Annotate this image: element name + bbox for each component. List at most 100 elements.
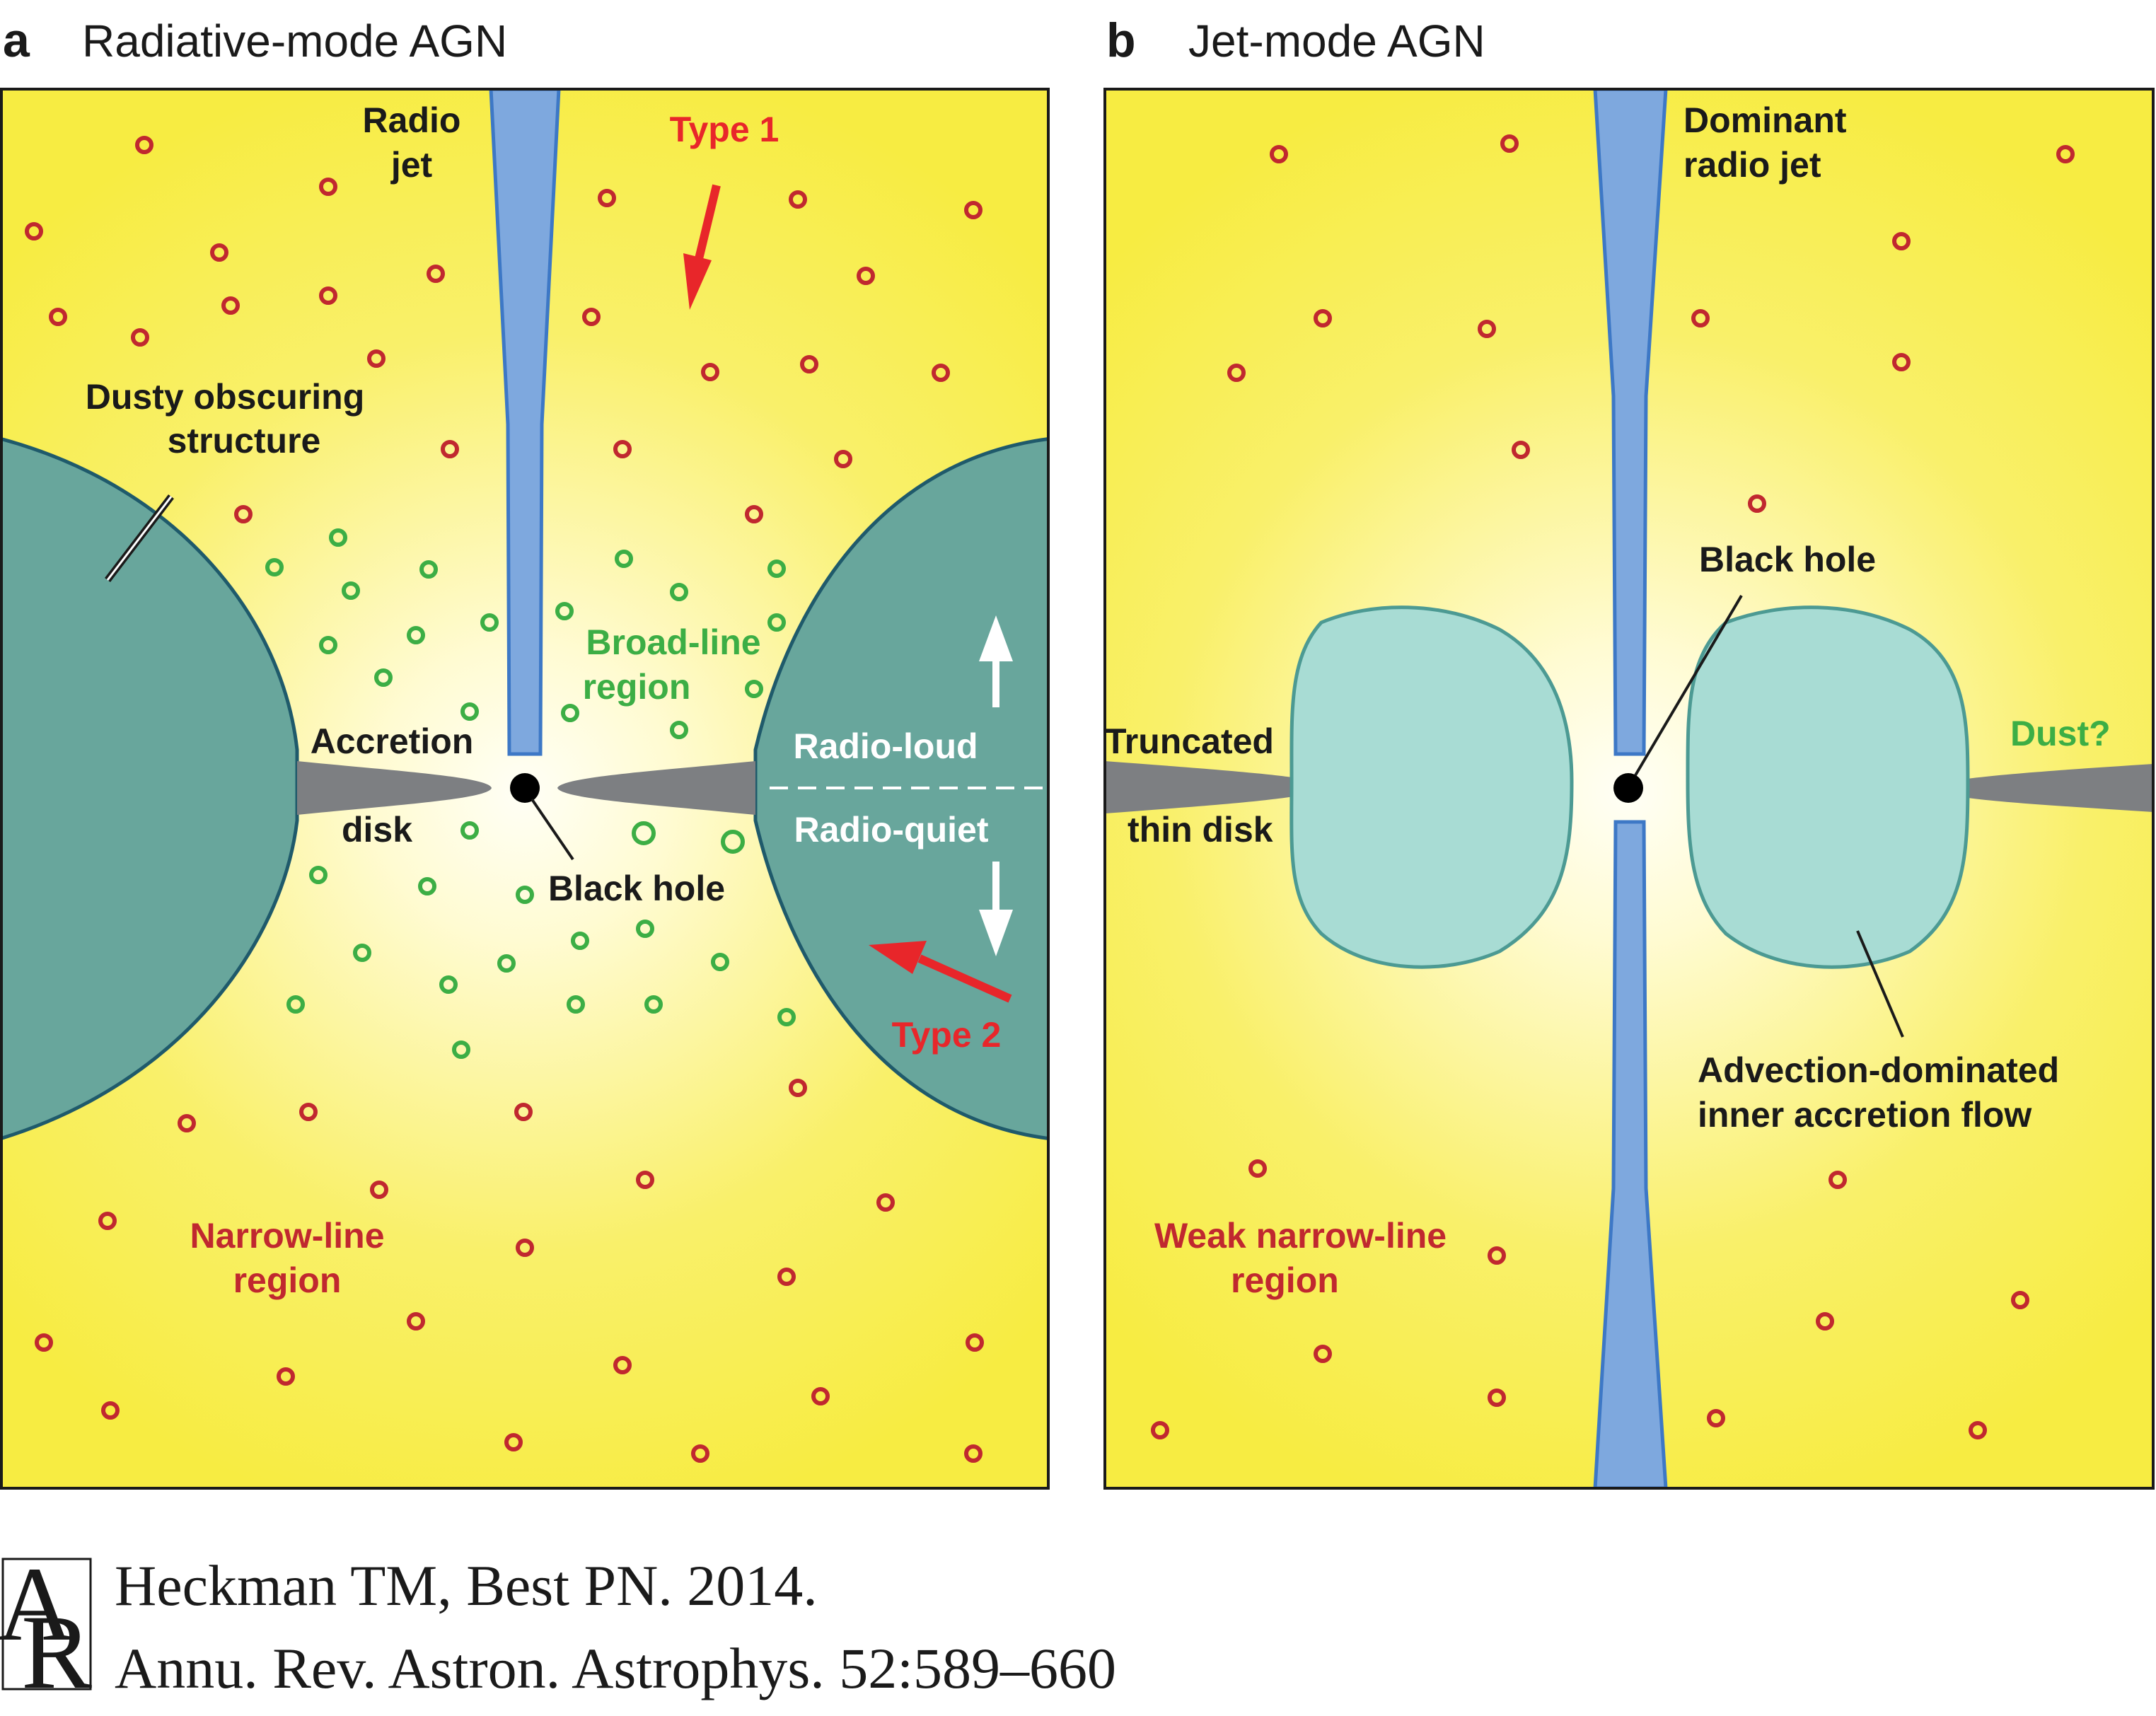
label-radio-jet-2: jet — [390, 145, 433, 185]
broad-line-cloud — [286, 995, 305, 1014]
black-hole-a — [510, 773, 540, 803]
black-hole-leader-a — [531, 798, 574, 861]
broad-line-cloud — [374, 668, 393, 687]
narrow-line-cloud — [441, 440, 459, 458]
narrow-line-cloud — [1314, 309, 1332, 327]
narrow-line-cloud — [367, 349, 386, 368]
broad-line-cloud — [767, 613, 786, 632]
broad-line-cloud — [670, 721, 688, 739]
weak-narrow-line-clouds — [1151, 134, 2075, 1439]
broad-line-cloud — [615, 550, 633, 568]
adaf-right — [1686, 605, 1970, 969]
label-disk: disk — [342, 810, 412, 850]
narrow-line-cloud — [598, 189, 616, 207]
radio-loud-arrow — [979, 615, 1013, 707]
narrow-line-cloud — [319, 178, 337, 196]
narrow-line-cloud — [636, 1171, 654, 1189]
label-truncated-2: thin disk — [1128, 810, 1273, 850]
narrow-line-cloud — [319, 286, 337, 305]
broad-line-cloud — [452, 1040, 470, 1059]
narrow-line-cloud — [789, 190, 807, 209]
label-type2: Type 2 — [892, 1015, 1002, 1055]
narrow-line-cloud — [504, 1433, 523, 1451]
narrow-line-cloud — [370, 1181, 388, 1199]
broad-line-cloud — [418, 877, 436, 895]
label-type1: Type 1 — [670, 110, 779, 149]
type1-arrow — [683, 184, 721, 310]
broad-line-cloud — [670, 583, 688, 601]
broad-line-cloud — [567, 995, 585, 1014]
narrow-line-cloud — [178, 1114, 196, 1132]
broad-line-cloud — [644, 995, 663, 1014]
narrow-line-cloud — [701, 363, 719, 381]
label-truncated-1: Truncated — [1105, 721, 1274, 761]
narrow-line-cloud — [299, 1103, 318, 1121]
logo-letter-a: A — [0, 1546, 74, 1663]
label-weak-nlr-1: Weak narrow-line — [1154, 1216, 1447, 1256]
narrow-line-cloud — [1512, 441, 1530, 459]
broad-line-cloud — [777, 1008, 796, 1026]
dusty-structure-right — [753, 437, 1048, 1140]
narrow-line-cloud — [2011, 1291, 2029, 1309]
narrow-line-cloud — [745, 505, 763, 523]
narrow-line-cloud — [1270, 145, 1288, 163]
narrow-line-cloud — [2056, 145, 2075, 163]
narrow-line-cloud — [613, 1356, 632, 1374]
narrow-line-cloud — [966, 1333, 984, 1352]
label-jet-2: radio jet — [1683, 145, 1821, 185]
narrow-line-cloud — [1748, 494, 1766, 513]
broad-line-cloud — [329, 528, 347, 547]
broad-line-cloud — [767, 560, 786, 578]
broad-line-cloud — [497, 954, 516, 973]
citation-line-2: Annu. Rev. Astron. Astrophys. 52:589–660 — [115, 1636, 1117, 1700]
narrow-line-cloud — [221, 296, 240, 315]
label-radio-loud: Radio-loud — [793, 726, 978, 766]
narrow-line-cloud — [1314, 1345, 1332, 1363]
broad-line-cloud — [419, 560, 438, 579]
label-nlr-2: region — [233, 1260, 342, 1300]
narrow-line-cloud — [811, 1387, 830, 1405]
narrow-line-cloud — [1151, 1421, 1169, 1439]
narrow-line-cloud — [101, 1401, 120, 1420]
broad-line-cloud — [265, 558, 284, 576]
broad-line-cloud — [439, 975, 458, 994]
dusty-leader-line — [105, 494, 174, 583]
narrow-line-cloud — [1828, 1171, 1847, 1189]
broad-line-cloud — [711, 953, 729, 971]
logo-letter-r: R — [21, 1594, 92, 1711]
narrow-line-clouds — [25, 136, 984, 1463]
narrow-line-cloud — [234, 505, 253, 523]
narrow-line-cloud — [691, 1444, 709, 1463]
narrow-line-cloud — [1969, 1421, 1987, 1439]
narrow-line-cloud — [582, 308, 601, 326]
panel-b: b Jet-mode AGN Dominant radio je — [1103, 13, 2155, 1490]
narrow-line-cloud — [514, 1103, 533, 1121]
broad-line-cloud — [745, 680, 763, 698]
radio-jet — [489, 89, 561, 756]
panel-a: a Radiative-mode AGN — [0, 13, 1050, 1490]
broad-line-cloud — [460, 821, 479, 840]
narrow-line-cloud — [35, 1333, 53, 1352]
narrow-line-cloud — [407, 1312, 425, 1331]
broad-line-cloud — [632, 821, 656, 845]
broad-line-cloud — [342, 581, 360, 600]
radio-quiet-arrow — [979, 862, 1013, 956]
narrow-line-cloud — [1816, 1312, 1834, 1331]
narrow-line-cloud — [1500, 134, 1519, 153]
panel-b-title: Jet-mode AGN — [1188, 16, 1485, 66]
dominant-jet-upper — [1593, 89, 1668, 756]
label-adaf-1: Advection-dominated — [1698, 1050, 2059, 1090]
narrow-line-cloud — [210, 243, 228, 262]
black-hole-b — [1613, 773, 1643, 803]
broad-line-cloud — [721, 830, 745, 854]
narrow-line-cloud — [1892, 232, 1911, 250]
panel-a-frame — [0, 88, 1050, 1490]
label-blr-2: region — [583, 667, 691, 707]
narrow-line-cloud — [800, 355, 818, 373]
label-nlr-1: Narrow-line — [190, 1216, 384, 1256]
narrow-line-cloud — [427, 265, 445, 283]
accretion-disk-left — [297, 761, 492, 815]
label-weak-nlr-2: region — [1231, 1260, 1339, 1300]
narrow-line-cloud — [613, 440, 632, 458]
